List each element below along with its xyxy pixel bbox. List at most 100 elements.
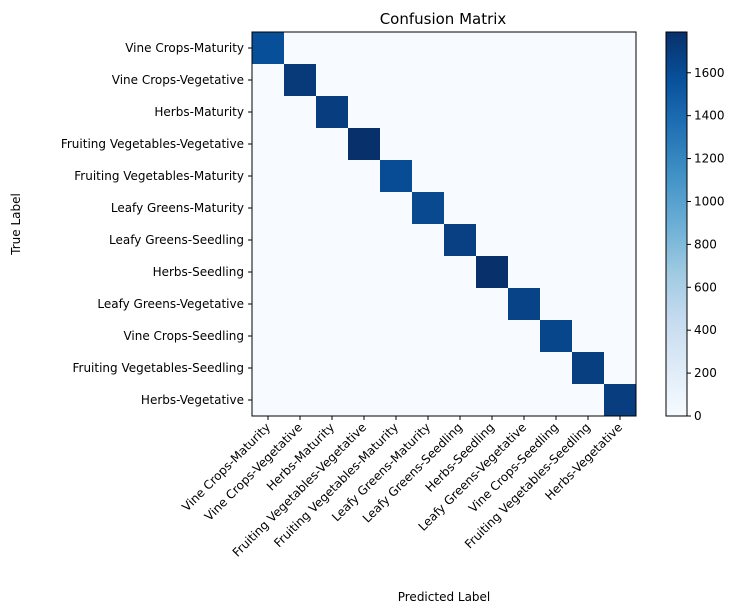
heatmap-cell-4-0 [252,160,285,193]
heatmap-cell-8-2 [316,288,349,321]
heatmap-cell-7-8 [508,256,541,289]
y-tick-label: Vine Crops-Vegetative [112,73,244,87]
heatmap-cell-5-5 [412,192,445,225]
heatmap-cell-5-8 [508,192,541,225]
heatmap-cell-0-10 [572,32,605,65]
heatmap-cell-4-10 [572,160,605,193]
heatmap-cell-3-10 [572,128,605,161]
heatmap-cell-3-6 [444,128,477,161]
plot-frame [251,31,637,417]
heatmap-cell-7-3 [348,256,381,289]
heatmap-cell-3-1 [284,128,317,161]
heatmap-cell-6-10 [572,224,605,257]
heatmap-cell-8-9 [540,288,573,321]
heatmap-cell-11-8 [508,384,541,417]
heatmap-cell-7-4 [380,256,413,289]
heatmap-cell-11-7 [476,384,509,417]
heatmap-cell-9-1 [284,320,317,353]
heatmap-cell-10-2 [316,352,349,385]
heatmap-cell-1-6 [444,64,477,97]
heatmap-cell-4-2 [316,160,349,193]
heatmap-cell-3-11 [604,128,637,161]
heatmap-cell-9-0 [252,320,285,353]
colorbar-tick-label: 1000 [694,194,725,208]
heatmap-cell-6-9 [540,224,573,257]
heatmap-cell-1-5 [412,64,445,97]
heatmap-cell-6-11 [604,224,637,257]
heatmap-cell-5-10 [572,192,605,225]
heatmap-cell-2-8 [508,96,541,129]
heatmap-cell-3-4 [380,128,413,161]
heatmap-cell-6-6 [444,224,477,257]
heatmap-cell-2-4 [380,96,413,129]
heatmap-cell-3-2 [316,128,349,161]
heatmap-cell-5-4 [380,192,413,225]
heatmap-cell-9-9 [540,320,573,353]
heatmap-cell-1-7 [476,64,509,97]
heatmap-cell-11-10 [572,384,605,417]
heatmap-cell-0-0 [252,32,285,65]
heatmap-cell-6-3 [348,224,381,257]
heatmap-cell-5-2 [316,192,349,225]
heatmap-cell-10-6 [444,352,477,385]
heatmap-cell-1-9 [540,64,573,97]
heatmap-cell-2-6 [444,96,477,129]
heatmap-cell-6-1 [284,224,317,257]
heatmap-cell-8-10 [572,288,605,321]
colorbar-tick-label: 200 [694,366,717,380]
heatmap-cell-1-10 [572,64,605,97]
colorbar-tick-label: 400 [694,323,717,337]
heatmap-cell-9-3 [348,320,381,353]
colorbar-tick-label: 0 [694,409,702,423]
heatmap-cell-10-8 [508,352,541,385]
heatmap-cell-10-10 [572,352,605,385]
heatmap-cell-9-6 [444,320,477,353]
heatmap-cell-11-0 [252,384,285,417]
heatmap-cell-2-7 [476,96,509,129]
heatmap-cell-0-3 [348,32,381,65]
heatmap-cell-10-11 [604,352,637,385]
heatmap-cell-11-5 [412,384,445,417]
heatmap-cell-2-3 [348,96,381,129]
heatmap-cell-2-10 [572,96,605,129]
heatmap-cell-0-9 [540,32,573,65]
heatmap-cell-8-11 [604,288,637,321]
heatmap-cell-5-0 [252,192,285,225]
y-tick-label: Leafy Greens-Maturity [111,201,244,215]
heatmap-cell-6-0 [252,224,285,257]
heatmap-cell-7-7 [476,256,509,289]
heatmap-cell-7-10 [572,256,605,289]
heatmap-cell-8-8 [508,288,541,321]
heatmap-cell-8-4 [380,288,413,321]
y-tick-label: Herbs-Seedling [153,265,244,279]
heatmap-cell-8-7 [476,288,509,321]
heatmap-cell-8-6 [444,288,477,321]
heatmap-cell-4-6 [444,160,477,193]
heatmap-cell-5-11 [604,192,637,225]
y-tick-label: Herbs-Vegetative [141,393,244,407]
heatmap-cell-3-5 [412,128,445,161]
chart-title: Confusion Matrix [380,10,507,28]
heatmap-cell-9-8 [508,320,541,353]
heatmap-cell-0-8 [508,32,541,65]
heatmap-cell-6-8 [508,224,541,257]
heatmap-cell-0-5 [412,32,445,65]
heatmap-cell-10-0 [252,352,285,385]
heatmap-cell-11-4 [380,384,413,417]
heatmap-cell-2-0 [252,96,285,129]
heatmap-cell-7-2 [316,256,349,289]
heatmap-cell-10-1 [284,352,317,385]
heatmap-cell-7-6 [444,256,477,289]
heatmap-cell-5-6 [444,192,477,225]
heatmap-cell-4-4 [380,160,413,193]
heatmap-cell-9-10 [572,320,605,353]
heatmap-cell-5-1 [284,192,317,225]
y-tick-label: Vine Crops-Seedling [123,329,244,343]
y-tick-label: Fruiting Vegetables-Vegetative [61,137,244,151]
heatmap-cell-11-1 [284,384,317,417]
heatmap-cell-1-8 [508,64,541,97]
heatmap-cell-2-9 [540,96,573,129]
colorbar-tick-label: 800 [694,237,717,251]
